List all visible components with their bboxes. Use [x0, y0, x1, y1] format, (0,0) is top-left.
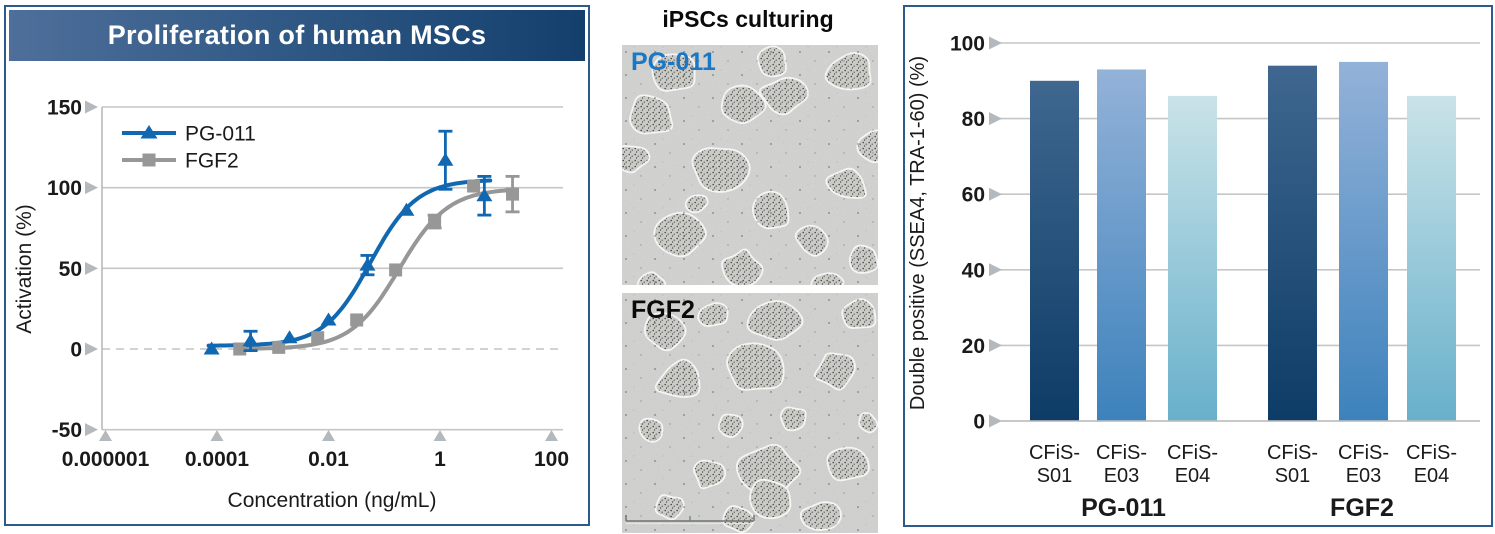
y-tick-arrow-icon [989, 36, 1002, 50]
bar-category-line2: E03 [1346, 465, 1382, 487]
bar-group-label: PG-011 [1081, 494, 1166, 522]
x-tick-label: 100 [534, 448, 569, 471]
bar-category-line1: CFiS- [1167, 442, 1218, 464]
x-tick-arrow-icon [99, 430, 112, 441]
y-tick-arrow-icon [989, 263, 1002, 277]
x-tick-arrow-icon [322, 430, 335, 441]
bar-category-line2: E04 [1414, 465, 1450, 487]
data-point-square [467, 179, 481, 193]
y-tick-arrow-icon [85, 423, 98, 437]
ipsc-culturing-title: iPSCs culturing [662, 6, 834, 32]
bar-category-line2: S01 [1275, 465, 1311, 487]
bar-FGF2-E03 [1339, 61, 1388, 422]
bar-category-line1: CFiS- [1338, 442, 1389, 464]
data-point-square [389, 263, 403, 277]
y-tick-label: 40 [962, 259, 985, 282]
y-tick-arrow-icon [85, 100, 98, 114]
scale-bar [625, 515, 755, 525]
bar-category-line1: CFiS- [1029, 442, 1080, 464]
x-tick-label: 1 [434, 448, 446, 471]
data-point-triangle [320, 312, 337, 326]
micrograph-fgf2-image [622, 293, 878, 533]
y-tick-label: 50 [59, 258, 82, 281]
data-point-triangle [476, 188, 493, 202]
y-tick-label: -50 [52, 419, 82, 442]
y-tick-arrow-icon [85, 342, 98, 356]
micrograph-fgf2-label: FGF2 [631, 296, 695, 324]
y-tick-arrow-icon [989, 112, 1002, 126]
y-tick-arrow-icon [989, 338, 1002, 352]
data-point-square [506, 187, 520, 201]
data-point-square [350, 313, 364, 327]
data-point-triangle [242, 333, 259, 347]
bar-PG-011-E03 [1097, 69, 1146, 422]
y-axis-title: Activation (%) [13, 204, 36, 334]
bar-category-line2: E03 [1104, 465, 1140, 487]
proliferation-panel: Proliferation of human MSCs 150 100 50 0 -50… [4, 5, 590, 526]
x-tick-label: 0.0001 [185, 448, 250, 471]
micrograph-pg011-image [622, 45, 878, 285]
x-axis-title: Concentration (ng/mL) [228, 489, 437, 512]
y-tick-label: 100 [47, 177, 82, 200]
x-tick-arrow-icon [210, 430, 224, 441]
y-tick-arrow-icon [85, 261, 98, 275]
y-axis-title: Double positive (SSEA4, TRA-1-60) (%) [907, 56, 929, 410]
double-positive-panel: 100 80 60 40 20 0 Double positive (SSEA4, TRA-… [903, 5, 1493, 527]
y-tick-label: 20 [962, 335, 985, 358]
micrograph-fgf2: FGF2 [622, 293, 878, 533]
legend-label: FGF2 [185, 150, 239, 173]
bar-category-line1: CFiS- [1267, 442, 1318, 464]
y-tick-arrow-icon [989, 187, 1002, 201]
data-point-square [428, 215, 442, 229]
bar-category-line1: CFiS- [1096, 442, 1147, 464]
micrograph-pg011-label: PG-011 [631, 48, 716, 76]
data-point-triangle [398, 202, 415, 216]
data-point-triangle [203, 341, 220, 355]
legend-marker-square [142, 153, 156, 167]
y-tick-arrow-icon [989, 414, 1002, 428]
series-curve-FGF2 [234, 187, 518, 351]
legend-marker-triangle [140, 125, 158, 139]
dose-response-chart: 150 100 50 0 -50 0.000001 0.0001 0.01 1 100 Concen… [13, 97, 569, 512]
legend-label: PG-011 [185, 123, 256, 146]
y-tick-label: 80 [962, 108, 985, 131]
proliferation-panel-header: Proliferation of human MSCs [9, 10, 585, 61]
bar-FGF2-E04 [1407, 95, 1456, 422]
data-point-triangle [437, 152, 454, 166]
bar-PG-011-S01 [1030, 80, 1079, 422]
y-tick-label: 100 [950, 33, 985, 56]
bar-PG-011-E04 [1168, 95, 1217, 422]
proliferation-title: Proliferation of human MSCs [107, 20, 487, 50]
y-tick-label: 150 [47, 97, 82, 120]
bar-category-line2: S01 [1037, 465, 1073, 487]
bar-category-line2: E04 [1175, 465, 1211, 487]
y-tick-label: 0 [70, 339, 82, 362]
x-tick-arrow-icon [433, 430, 447, 441]
data-point-square [272, 340, 286, 354]
data-point-square [311, 331, 325, 345]
bar-group-label: FGF2 [1330, 494, 1394, 522]
bar-category-line1: CFiS- [1406, 442, 1457, 464]
y-tick-arrow-icon [85, 181, 98, 195]
micrograph-pg011: PG-011 [622, 45, 878, 285]
y-tick-label: 0 [973, 411, 985, 434]
bar-FGF2-S01 [1268, 65, 1317, 422]
y-tick-label: 60 [962, 184, 985, 207]
x-tick-label: 0.000001 [62, 448, 150, 471]
x-tick-label: 0.01 [308, 448, 349, 471]
x-tick-arrow-icon [545, 430, 558, 441]
data-point-triangle [359, 257, 376, 271]
double-positive-bar-chart: 100 80 60 40 20 0 Double positive (SSEA4, TRA-… [907, 33, 1480, 522]
data-point-triangle [281, 330, 298, 344]
